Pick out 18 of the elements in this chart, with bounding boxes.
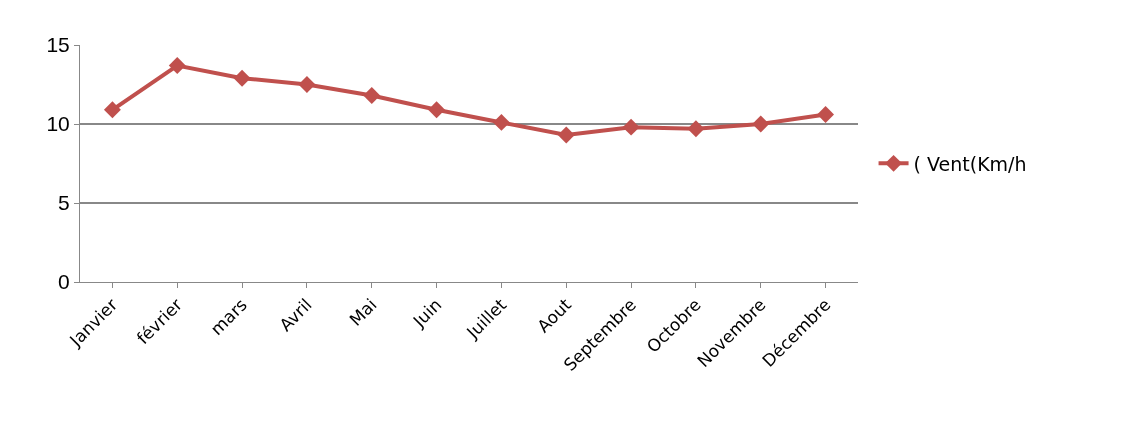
point bbox=[492, 113, 510, 131]
y-tick-label: 0 bbox=[58, 270, 70, 294]
point bbox=[428, 101, 446, 119]
point bbox=[752, 115, 770, 133]
y-tick-label: 5 bbox=[58, 191, 70, 215]
y-tick-label: 10 bbox=[46, 112, 70, 136]
point bbox=[687, 120, 705, 138]
point bbox=[298, 76, 316, 93]
y-tick-label: 15 bbox=[46, 33, 70, 57]
point bbox=[233, 69, 251, 87]
legend-label: ( Vent(Km/h bbox=[913, 152, 1027, 175]
point bbox=[363, 87, 381, 105]
point bbox=[817, 106, 835, 123]
point bbox=[168, 57, 186, 74]
point bbox=[622, 118, 640, 136]
point bbox=[557, 126, 575, 144]
x-tick-label: Mai bbox=[345, 294, 381, 330]
point bbox=[103, 101, 121, 119]
